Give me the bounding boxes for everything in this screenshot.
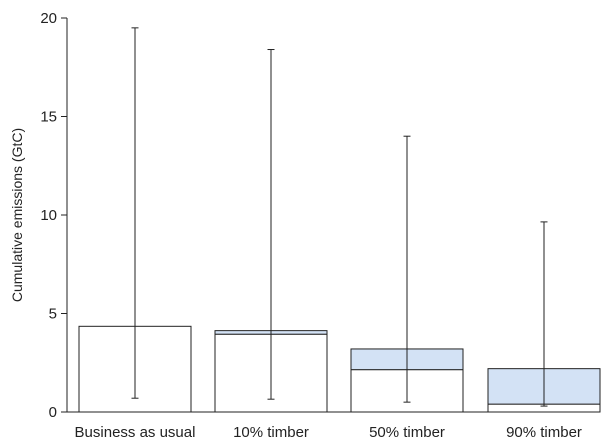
y-ticks-layer: 0 5 10 15 20 [40,10,67,421]
x-category-label: 10% timber [233,424,309,441]
x-labels-layer: Business as usual 10% timber 50% timber 90%… [75,424,582,441]
y-tick-label: 20 [40,10,57,27]
bars-layer [78,325,601,413]
y-tick-label: 0 [49,404,57,421]
y-axis-title: Cumulative emissions (GtC) [9,128,25,302]
y-tick-label: 15 [40,109,57,126]
y-tick-label: 5 [49,306,57,323]
error-bars-layer [131,27,548,407]
x-category-label: Business as usual [75,424,196,441]
y-tick-label: 10 [40,207,57,224]
x-category-label: 90% timber [506,424,582,441]
x-category-label: 50% timber [369,424,445,441]
